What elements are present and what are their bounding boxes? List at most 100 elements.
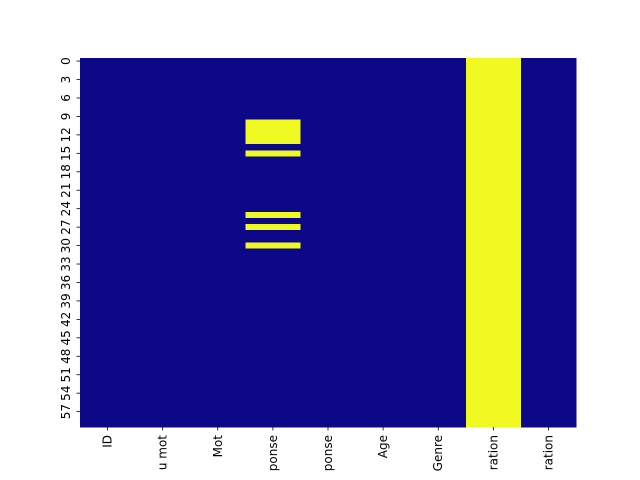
heatmap-cell <box>410 144 467 151</box>
heatmap-cell <box>410 291 467 299</box>
heatmap-cell <box>520 396 577 403</box>
heatmap-cell <box>520 322 577 330</box>
heatmap-cell <box>135 285 191 293</box>
heatmap-cell <box>80 107 136 114</box>
x-tick-label: u mot <box>156 435 170 470</box>
y-tick-label: 3 <box>59 76 73 84</box>
heatmap-cell <box>355 230 412 237</box>
heatmap-cell <box>135 347 191 354</box>
heatmap-cell <box>410 414 467 422</box>
heatmap-cell <box>245 359 301 366</box>
heatmap-cell <box>190 340 246 348</box>
heatmap-cell <box>80 224 136 231</box>
heatmap-cell <box>465 334 522 342</box>
heatmap-cell <box>465 304 522 311</box>
heatmap-cell <box>410 402 467 410</box>
heatmap-cell <box>355 420 412 428</box>
heatmap-cell <box>520 94 577 102</box>
x-tick-label: ration <box>541 435 555 470</box>
heatmap-cell <box>245 297 301 305</box>
heatmap-cell <box>245 390 301 397</box>
heatmap-cell <box>410 260 467 268</box>
heatmap-cell <box>190 107 246 114</box>
heatmap-cell <box>520 310 577 317</box>
heatmap-cell <box>80 254 136 262</box>
heatmap-cell <box>80 383 136 391</box>
heatmap-cell <box>190 353 246 360</box>
heatmap-cell <box>520 297 577 305</box>
heatmap-cell <box>300 322 357 330</box>
heatmap-cell <box>355 291 412 299</box>
heatmap-cell <box>355 248 412 256</box>
heatmap-cell <box>355 217 412 225</box>
heatmap-cell <box>520 137 577 145</box>
heatmap-cell <box>80 144 136 151</box>
x-tick-label: ID <box>101 435 115 448</box>
heatmap-cell <box>355 347 412 354</box>
heatmap-cell <box>520 402 577 410</box>
heatmap-cell <box>355 193 412 200</box>
heatmap-cell <box>190 205 246 213</box>
heatmap-cell <box>80 316 136 323</box>
heatmap-cell <box>80 248 136 256</box>
heatmap-cell <box>245 150 301 157</box>
heatmap-cell <box>355 377 412 385</box>
heatmap-cell <box>135 76 191 84</box>
heatmap-cell <box>355 94 412 102</box>
heatmap-cell <box>245 162 301 170</box>
heatmap-cell <box>465 310 522 317</box>
heatmap-cell <box>465 193 522 200</box>
heatmap-cell <box>135 371 191 379</box>
heatmap-cell <box>245 273 301 280</box>
heatmap-cell <box>190 230 246 237</box>
heatmap-cell <box>135 82 191 90</box>
heatmap-cell <box>520 131 577 139</box>
heatmap-cell <box>520 328 577 336</box>
heatmap-cell <box>245 383 301 391</box>
heatmap-cell <box>80 365 136 373</box>
heatmap-cell <box>245 310 301 317</box>
heatmap-cell <box>245 254 301 262</box>
heatmap-cell <box>300 414 357 422</box>
heatmap-cell <box>190 144 246 151</box>
heatmap-cell <box>410 199 467 207</box>
heatmap-cell <box>410 211 467 219</box>
heatmap-cell <box>465 328 522 336</box>
heatmap-cell <box>520 248 577 256</box>
heatmap-cell <box>80 242 136 250</box>
heatmap-cell <box>245 396 301 403</box>
heatmap-cell <box>355 181 412 188</box>
heatmap-cell <box>190 383 246 391</box>
heatmap-cell <box>80 328 136 336</box>
heatmap-cell <box>135 291 191 299</box>
heatmap-cell <box>245 193 301 200</box>
heatmap-cell <box>135 168 191 176</box>
heatmap-cell <box>520 371 577 379</box>
heatmap-cell <box>520 353 577 360</box>
heatmap-cell <box>135 359 191 366</box>
heatmap-cell <box>410 340 467 348</box>
heatmap-cell <box>355 340 412 348</box>
heatmap-cell <box>520 199 577 207</box>
heatmap-cell <box>520 279 577 287</box>
heatmap-cell <box>355 316 412 323</box>
y-tick-label: 6 <box>59 94 73 102</box>
y-tick-label: 36 <box>59 275 73 290</box>
heatmap-cell <box>410 131 467 139</box>
heatmap-cell <box>300 383 357 391</box>
heatmap-cell <box>520 414 577 422</box>
heatmap-cell <box>190 64 246 71</box>
heatmap-cell <box>410 328 467 336</box>
heatmap-cell <box>355 371 412 379</box>
heatmap-cell <box>520 267 577 274</box>
heatmap-cell <box>300 279 357 287</box>
heatmap-cell <box>465 174 522 182</box>
heatmap-cell <box>245 316 301 323</box>
heatmap-cell <box>80 70 136 77</box>
heatmap-cell <box>300 371 357 379</box>
heatmap-cell <box>410 217 467 225</box>
heatmap-cell <box>80 131 136 139</box>
heatmap-cell <box>355 113 412 120</box>
heatmap-cell <box>355 285 412 293</box>
